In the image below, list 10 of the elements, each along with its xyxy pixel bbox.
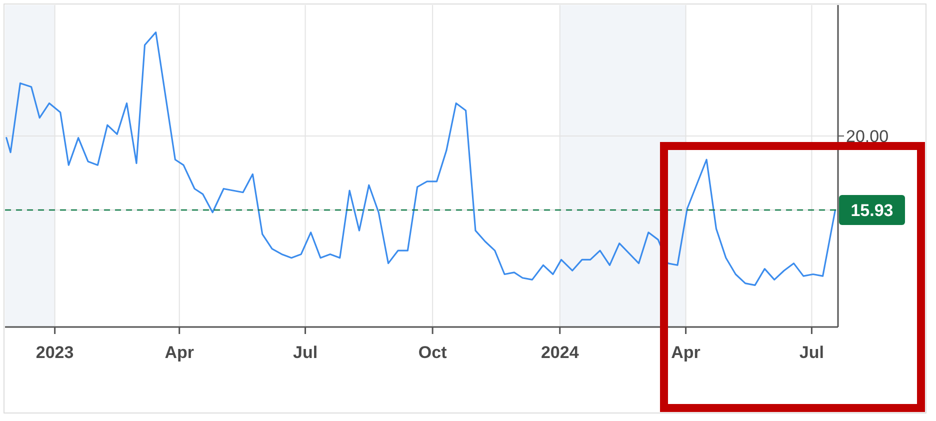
x-tick-label: 2024: [540, 343, 580, 362]
y-tick-label: 15.93: [850, 200, 894, 220]
x-tick-label: Apr: [671, 343, 701, 362]
line-series: [6, 31, 836, 286]
x-tick-label: Jul: [799, 343, 824, 362]
x-tick-label: Oct: [418, 343, 448, 362]
x-tick-label: Apr: [164, 343, 194, 362]
y-tick-label: 20.00: [846, 126, 889, 146]
x-tick-label: 2023: [36, 343, 74, 362]
x-tick-label: Jul: [292, 343, 318, 362]
